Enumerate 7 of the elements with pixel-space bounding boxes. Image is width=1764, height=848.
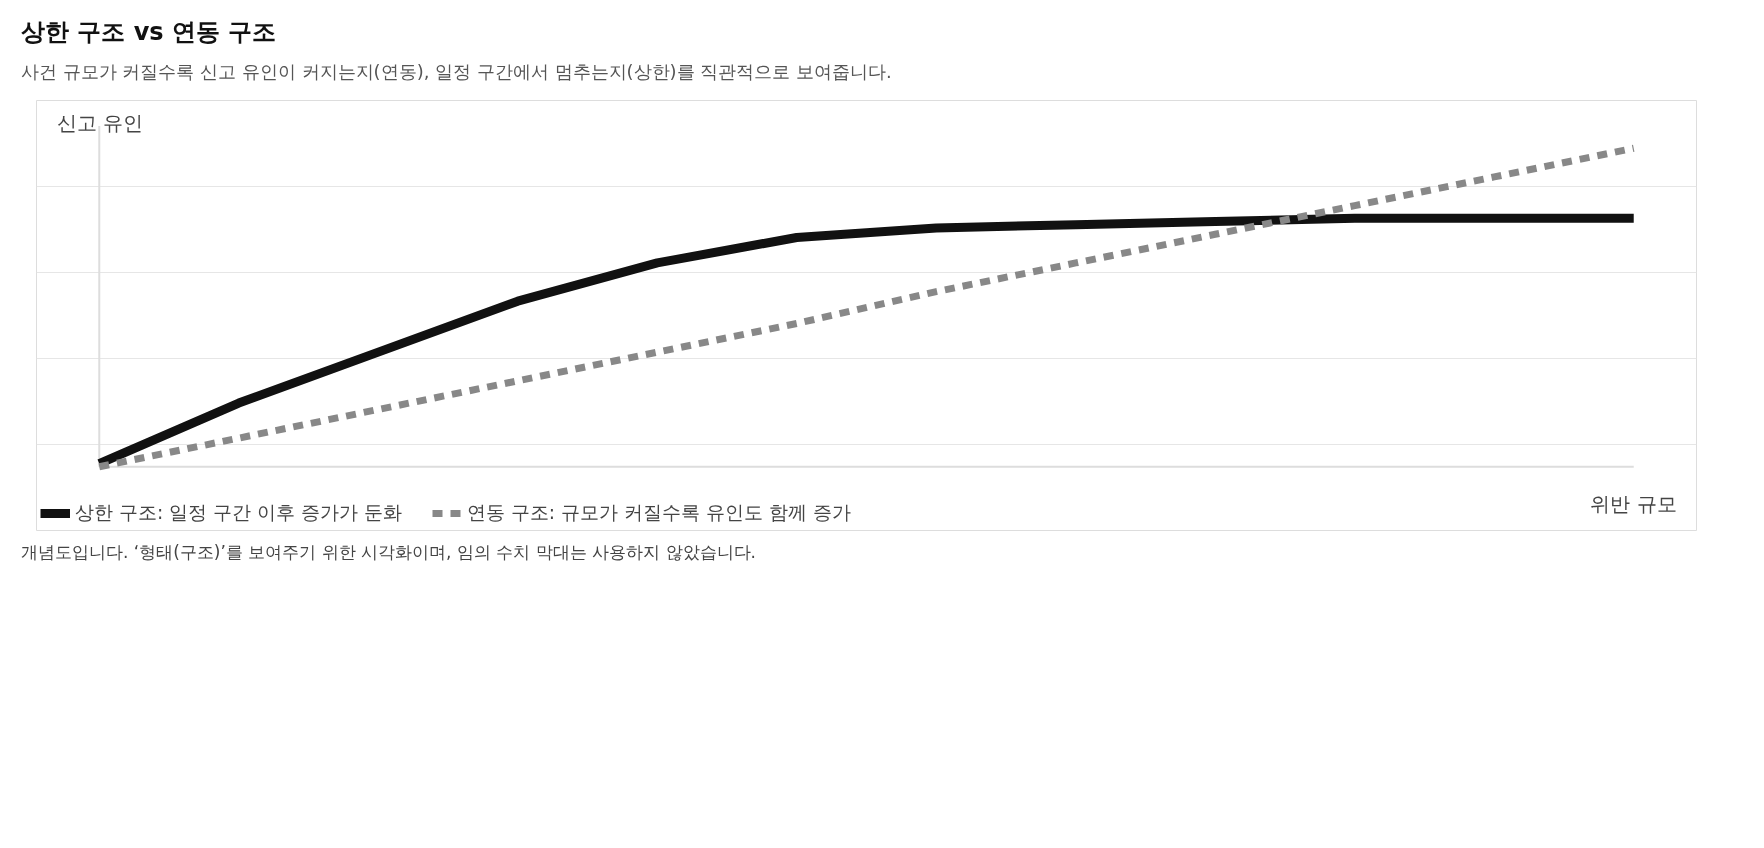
chart-subtitle: 사건 규모가 커질수록 신고 유인이 커지는지(연동), 일정 구간에서 멈추는지(상한)를 직관적으로 보여줍니다. (21, 60, 892, 85)
text: 개념도입니다. ‘형태(구조)’를 보여주기 위한 시각화이며, 임의 수치 막대는 사용하지 않았습니다. (21, 541, 756, 564)
x-axis-title: 위반 규모 (1590, 491, 1677, 516)
y-axis-title: 신고 유인 (56, 110, 143, 135)
legend-label: 상한 구조: 일정 구간 이후 증가가 둔화 (75, 501, 402, 525)
legend-label: 연동 구조: 규모가 커질수록 유인도 함께 증가 (466, 501, 851, 525)
chart-title: 상한 구조 vs 연동 구조 (21, 17, 277, 48)
